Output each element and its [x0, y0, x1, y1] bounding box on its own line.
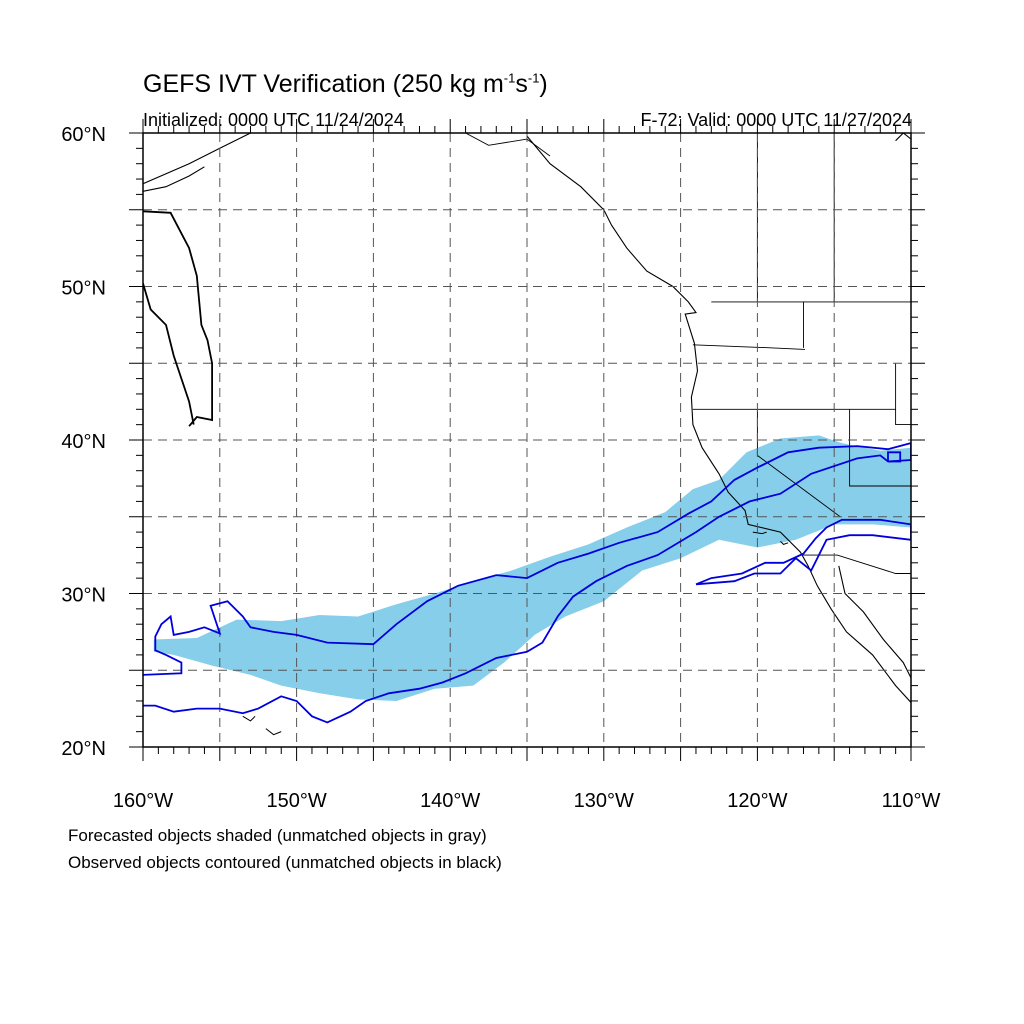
axis-ticks [129, 119, 925, 761]
island-outline [752, 531, 767, 535]
title-sup-1: -1 [503, 70, 516, 86]
observed-ivt-contour [887, 451, 902, 463]
grid-lines [143, 133, 911, 747]
coastline [526, 135, 911, 703]
island-outline [780, 540, 789, 545]
title-sup-2: -1 [527, 70, 540, 86]
title-end: ) [539, 70, 548, 98]
forecast-objects [153, 435, 911, 701]
x-tick-label: 140°W [420, 790, 480, 812]
observed-contours [143, 210, 911, 724]
x-tick-label: 120°W [727, 790, 787, 812]
footnote-observed: Observed objects contoured (unmatched ob… [68, 853, 502, 872]
title-main: GEFS IVT Verification (250 kg m [143, 70, 504, 98]
x-tick-label: 150°W [266, 790, 326, 812]
state-boundary [465, 133, 551, 157]
y-tick-label: 40°N [61, 431, 106, 453]
y-tick-label: 30°N [61, 585, 106, 607]
x-tick-label: 160°W [113, 790, 173, 812]
unmatched-observed-contour [143, 283, 195, 425]
observed-ivt-contour [143, 442, 911, 724]
initialized-label: Initialized: 0000 UTC 11/24/2024 [143, 110, 404, 130]
footnote-forecast: Forecasted objects shaded (unmatched obj… [68, 826, 487, 845]
coastline [143, 166, 205, 192]
y-tick-label: 20°N [61, 738, 106, 760]
map-title: GEFS IVT Verification (250 kg m-1s-1) [143, 70, 548, 99]
coastline [143, 133, 251, 185]
state-boundary [692, 344, 806, 350]
title-mid: s [515, 70, 528, 98]
observed-ivt-contour [695, 518, 911, 586]
coastline [895, 133, 911, 142]
unmatched-observed-contour [143, 210, 214, 427]
y-tick-label: 60°N [61, 124, 106, 146]
x-tick-label: 130°W [574, 790, 634, 812]
island-outline [265, 728, 282, 736]
valid-time-label: F-72: Valid: 0000 UTC 11/27/2024 [640, 110, 913, 130]
y-tick-label: 50°N [61, 278, 106, 300]
axis-labels: 160°W 150°W 140°W 130°W 120°W 110°W 60°N 50°N 40… [61, 124, 940, 812]
plot-area [143, 133, 911, 747]
political-boundaries [465, 133, 911, 574]
island-outline [242, 715, 256, 722]
forecast-ivt-object [153, 435, 911, 701]
x-tick-label: 110°W [882, 790, 941, 812]
coastline [838, 565, 911, 679]
state-boundary [895, 363, 911, 426]
state-boundary [849, 409, 911, 487]
